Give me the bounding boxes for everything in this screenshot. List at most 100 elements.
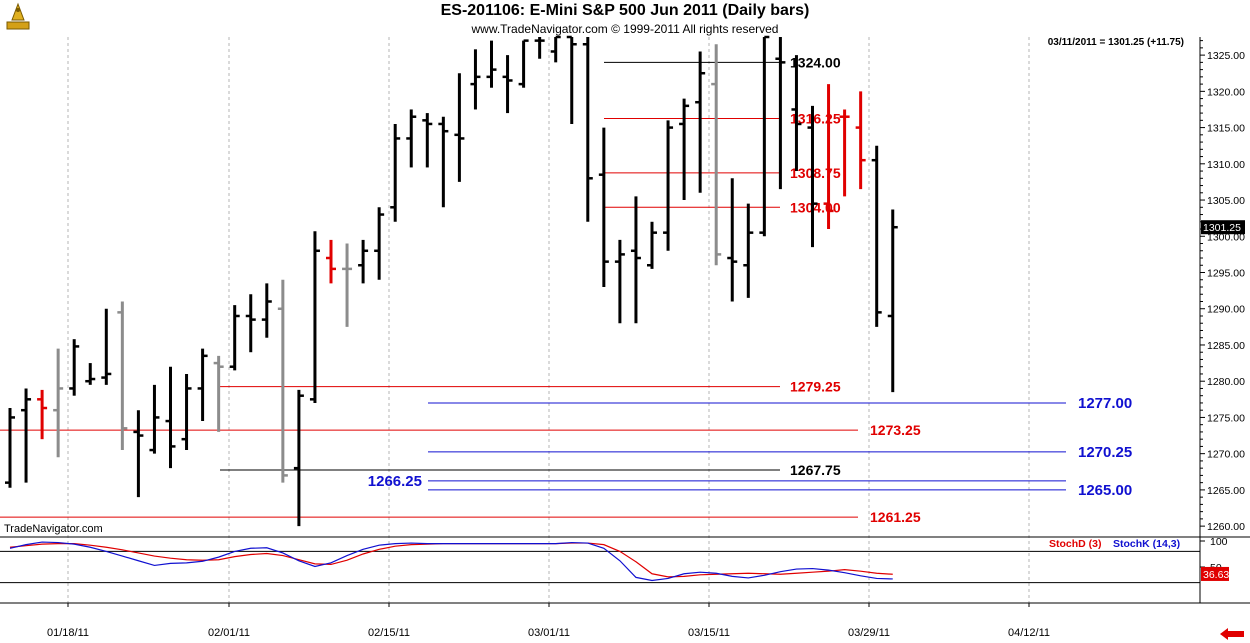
- ohlc-bar: [663, 120, 674, 251]
- y-tick-label: 1300.00: [1207, 231, 1245, 243]
- ohlc-bar: [582, 37, 593, 222]
- ohlc-bar: [871, 145, 882, 327]
- ohlc-bar: [390, 123, 401, 222]
- copyright-line: www.TradeNavigator.com © 1999-2011 All r…: [471, 22, 779, 36]
- ohlc-bar: [486, 40, 497, 88]
- ohlc-bar: [823, 84, 834, 230]
- x-tick-label: 02/01/11: [208, 627, 250, 639]
- x-tick-label: 04/12/11: [1008, 627, 1050, 639]
- ohlc-bar: [598, 127, 609, 287]
- ohlc-bar: [117, 301, 128, 451]
- y-tick-label: 1295.00: [1207, 268, 1245, 280]
- level-label: 1266.25: [368, 473, 422, 490]
- ohlc-bar: [5, 408, 15, 488]
- ohlc-bar: [534, 37, 545, 59]
- ohlc-bar: [165, 366, 176, 469]
- x-tick-label: 03/15/11: [688, 627, 730, 639]
- stoch-legend-label: StochD (3): [1049, 538, 1102, 550]
- ohlc-bar: [293, 389, 304, 527]
- level-label: 1265.00: [1078, 482, 1132, 499]
- level-label: 1267.75: [790, 462, 841, 478]
- ohlc-bar: [791, 55, 802, 172]
- stoch-value-tag: [1201, 566, 1229, 581]
- ohlc-bar: [566, 35, 577, 124]
- ohlc-bar: [69, 339, 80, 396]
- level-label: 1270.25: [1078, 444, 1132, 461]
- ohlc-bar: [839, 109, 850, 197]
- ohlc-bar: [759, 35, 770, 237]
- ohlc-bar: [197, 348, 208, 422]
- ohlc-bar: [438, 116, 449, 208]
- last-quote: 03/11/2011 = 1301.25 (+11.75): [1047, 37, 1184, 48]
- y-tick-label: 1315.00: [1207, 123, 1245, 135]
- stoch-legend-label: StochK (14,3): [1113, 538, 1180, 550]
- chart-title: ES-201106: E-Mini S&P 500 Jun 2011 (Dail…: [440, 2, 810, 19]
- ohlc-bar: [502, 55, 513, 114]
- ohlc-bar: [807, 105, 818, 248]
- ohlc-bar: [711, 44, 722, 266]
- y-tick-label: 1290.00: [1207, 304, 1245, 316]
- ohlc-bar: [133, 410, 144, 498]
- level-label: 1277.00: [1078, 395, 1132, 412]
- y-tick-label: 1285.00: [1207, 340, 1245, 352]
- ohlc-bar: [149, 384, 160, 454]
- trade-navigator-logo-icon: [6, 2, 30, 30]
- ohlc-bar: [245, 294, 256, 353]
- ohlc-bar: [518, 39, 529, 88]
- y-tick-label: 1305.00: [1207, 195, 1245, 207]
- ohlc-bar: [614, 239, 625, 324]
- ohlc-bar: [855, 91, 866, 190]
- last-price-label: 1301.25: [1203, 222, 1241, 234]
- ohlc-bar: [743, 203, 754, 298]
- ohlc-bar: [406, 109, 417, 168]
- y-tick-label: 1265.00: [1207, 485, 1245, 497]
- stoch-series-line: [9, 541, 893, 582]
- ohlc-bar: [181, 373, 192, 451]
- ohlc-bar: [727, 178, 738, 302]
- ohlc-bar: [101, 308, 112, 385]
- y-tick-label: 1320.00: [1207, 86, 1245, 98]
- x-tick-label: 03/29/11: [848, 627, 890, 639]
- ohlc-bar: [213, 355, 224, 432]
- ohlc-bar: [342, 243, 353, 327]
- ohlc-bar: [309, 231, 320, 403]
- ohlc-bar: [630, 196, 641, 324]
- x-tick-label: 03/01/11: [528, 627, 570, 639]
- ohlc-bar: [422, 113, 433, 168]
- ohlc-bar: [229, 305, 240, 371]
- ohlc-bar: [887, 209, 898, 393]
- scroll-left-arrow-icon[interactable]: [1218, 627, 1246, 641]
- y-tick-label: 1260.00: [1207, 521, 1245, 533]
- level-label: 1261.25: [870, 509, 921, 525]
- level-label: 1273.25: [870, 422, 921, 438]
- ohlc-bar: [37, 389, 48, 440]
- ohlc-bar: [21, 388, 32, 483]
- y-tick-label: 1325.00: [1207, 50, 1245, 62]
- ohlc-bar: [454, 73, 465, 182]
- ohlc-bar: [679, 98, 690, 201]
- ohlc-bar: [358, 239, 369, 284]
- level-label: 1279.25: [790, 379, 841, 395]
- stoch-y-label: 100: [1210, 536, 1228, 548]
- y-tick-label: 1280.00: [1207, 376, 1245, 388]
- ohlc-bar: [775, 37, 786, 190]
- y-tick-label: 1270.00: [1207, 449, 1245, 461]
- x-tick-label: 01/18/11: [47, 627, 89, 639]
- ohlc-bar: [53, 348, 64, 458]
- y-tick-label: 1310.00: [1207, 159, 1245, 171]
- ohlc-bar: [326, 239, 336, 284]
- ohlc-bar: [261, 283, 272, 338]
- ohlc-bar: [550, 35, 561, 63]
- ohlc-bar: [85, 363, 96, 385]
- ohlc-bar: [470, 49, 481, 110]
- last-price-tag: [1201, 220, 1245, 235]
- ohlc-bar: [374, 207, 385, 280]
- brand-label: TradeNavigator.com: [4, 523, 103, 535]
- stoch-value-label: 36.63: [1203, 569, 1229, 581]
- ohlc-bar: [277, 279, 288, 483]
- y-tick-label: 1275.00: [1207, 412, 1245, 424]
- level-label: 1324.00: [790, 54, 841, 70]
- ohlc-bar: [695, 51, 706, 193]
